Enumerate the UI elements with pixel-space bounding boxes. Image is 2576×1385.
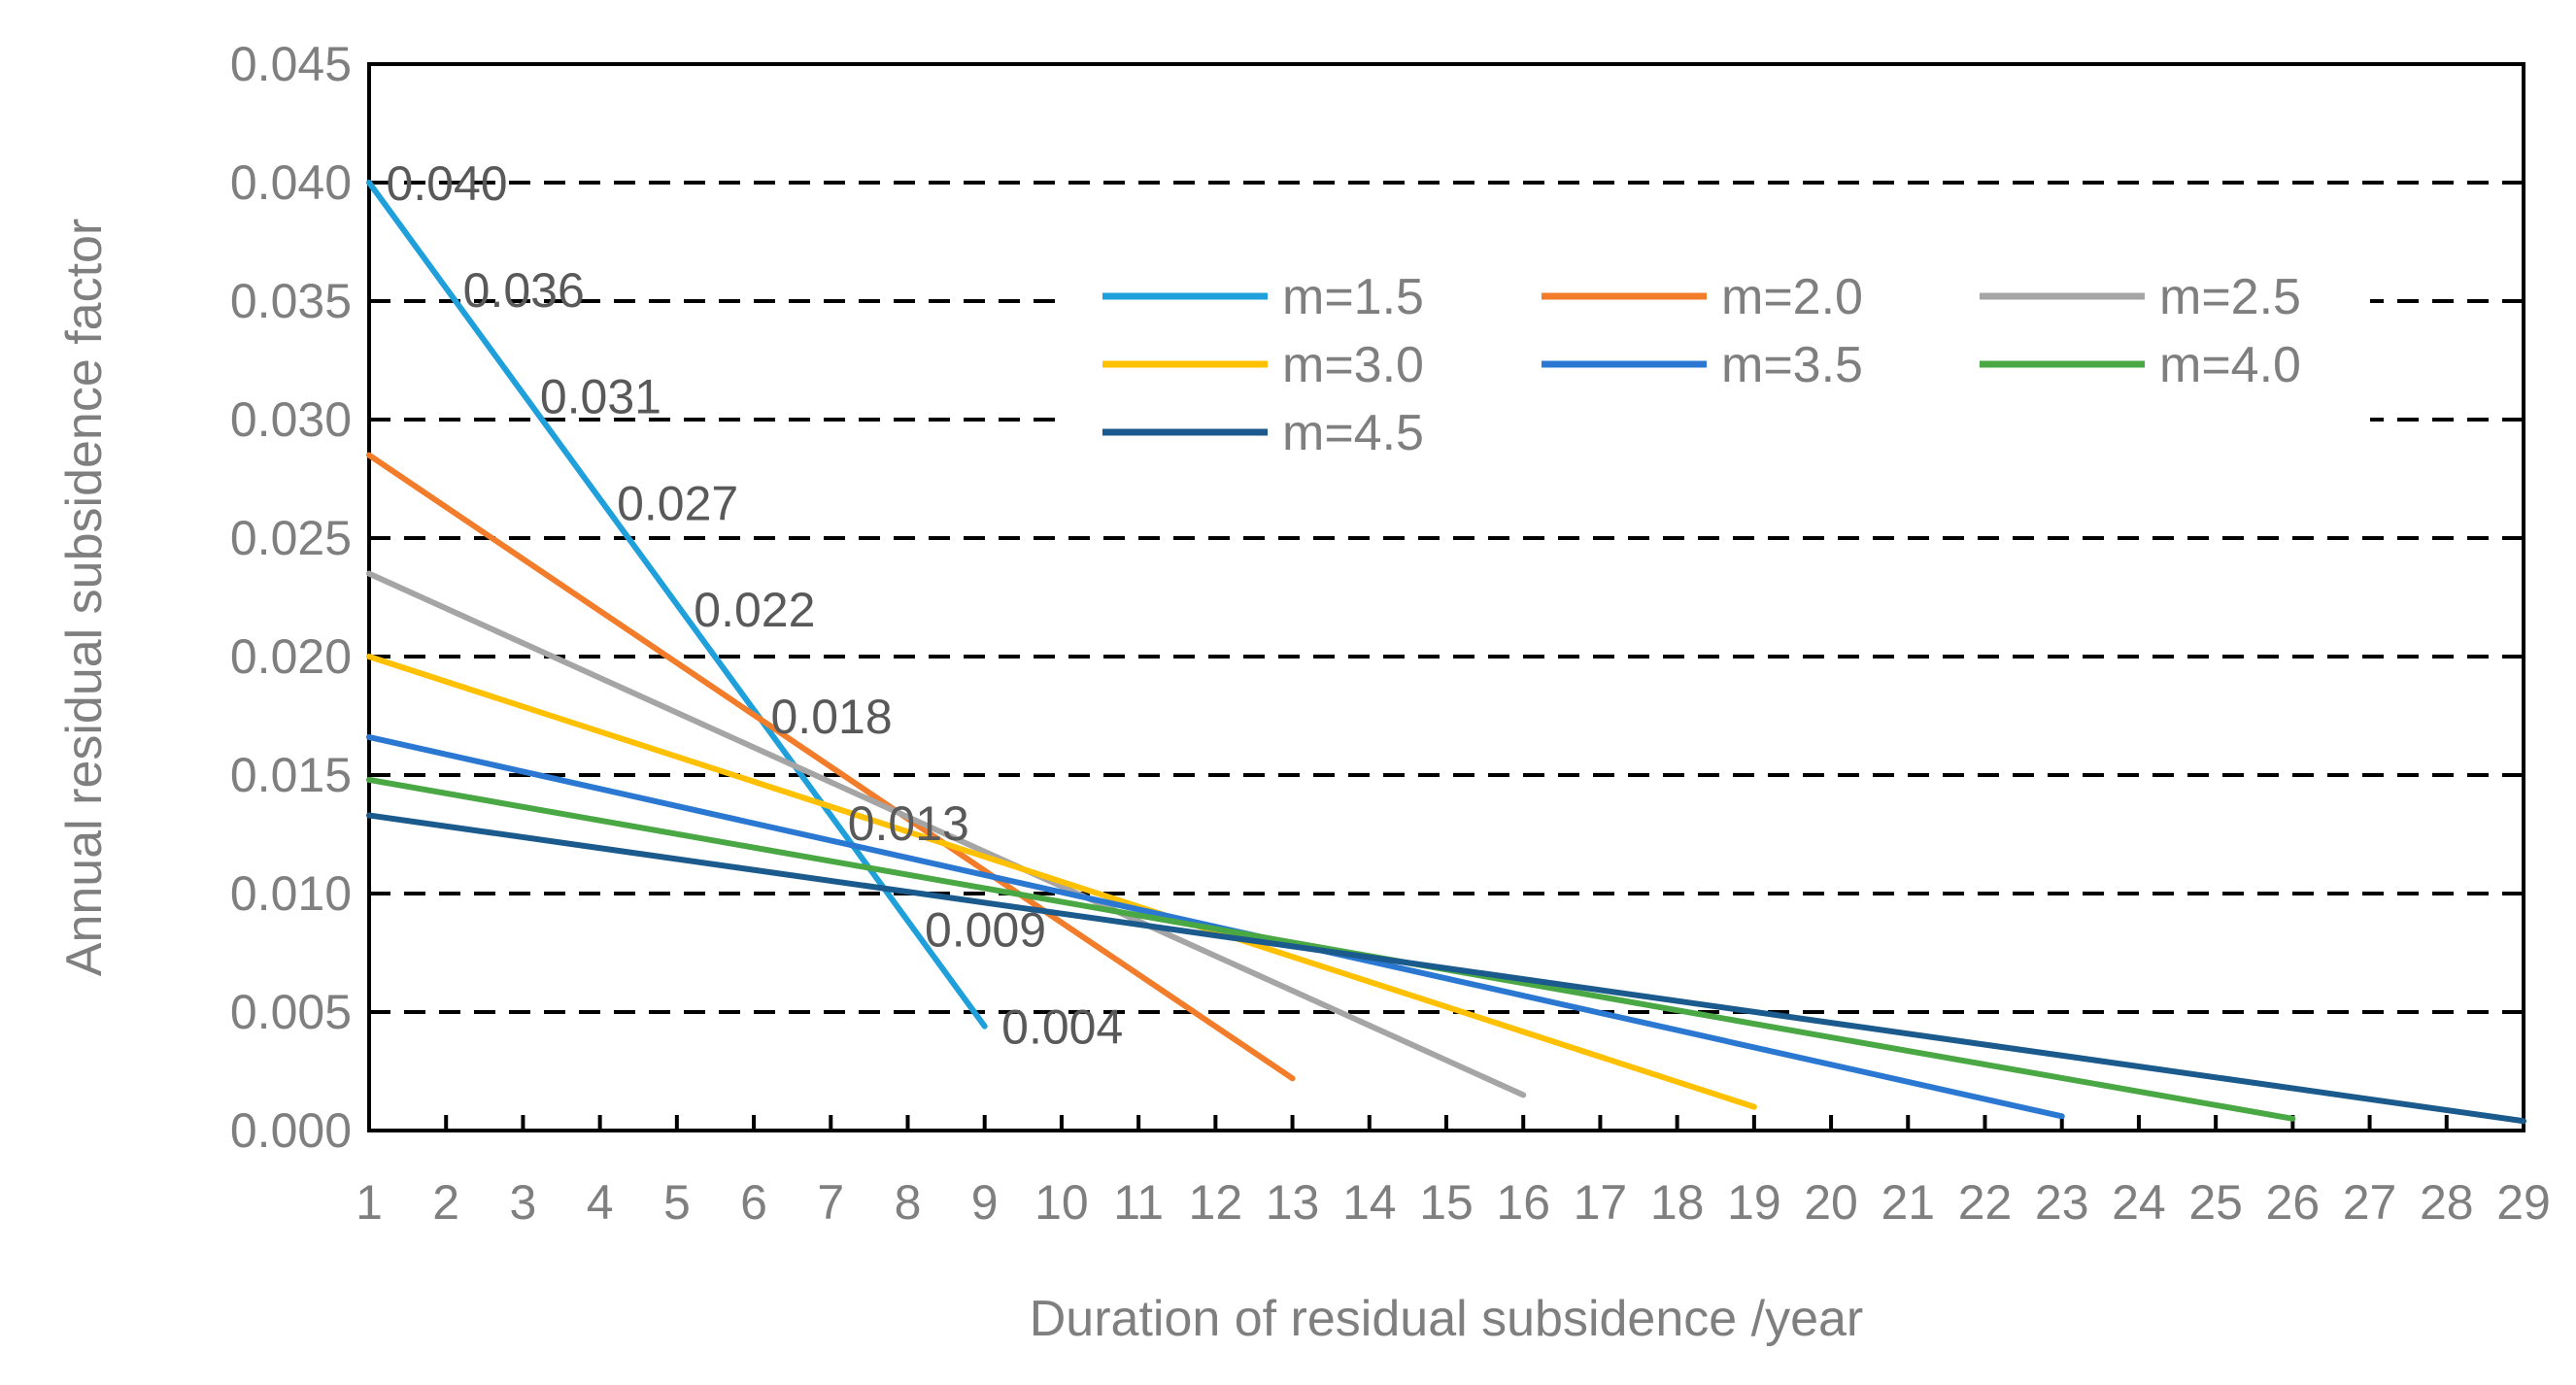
series-lines	[366, 180, 2526, 1125]
x-axis-title: Duration of residual subsidence /year	[1030, 1291, 1863, 1347]
x-tick-label: 9	[971, 1175, 999, 1230]
x-tick-label: 28	[2420, 1175, 2474, 1230]
y-axis: 0.000 0.005 0.010 0.015 0.020 0.025 0.030 0.035…	[230, 37, 352, 1158]
series-line-m=1.5	[366, 180, 988, 1030]
y-tick-label: 0.020	[230, 629, 352, 684]
x-tick-label: 1	[356, 1175, 383, 1230]
y-axis-title: Annual residual subsidence factor	[56, 219, 113, 976]
x-tick-label: 17	[1574, 1175, 1628, 1230]
x-tick-label: 11	[1113, 1175, 1164, 1230]
x-tick-label: 29	[2496, 1175, 2551, 1230]
data-label: 0.036	[463, 263, 585, 318]
series-line-m=4.5	[366, 812, 2526, 1125]
legend-entry-label: m=3.5	[1721, 337, 1863, 393]
y-tick-label: 0.005	[230, 985, 352, 1039]
y-tick-label: 0.000	[230, 1103, 352, 1158]
legend: m=1.5 m=2.0 m=2.5 m=3.0 m=3.5 m=4.0 m=4.5	[1059, 248, 2370, 481]
y-tick-label: 0.015	[230, 748, 352, 802]
series-line-m=3.0	[366, 654, 1757, 1110]
x-tick-label: 6	[740, 1175, 767, 1230]
data-label: 0.009	[925, 903, 1046, 958]
y-tick-label: 0.030	[230, 392, 352, 447]
legend-entry-label: m=4.5	[1282, 405, 1424, 461]
x-tick-label: 23	[2035, 1175, 2089, 1230]
x-tick-label: 19	[1727, 1175, 1781, 1230]
x-tick-label: 10	[1034, 1175, 1089, 1230]
data-label: 0.013	[848, 796, 969, 851]
x-tick-label: 5	[663, 1175, 691, 1230]
data-label: 0.022	[694, 583, 815, 637]
legend-entry-label: m=2.5	[2159, 269, 2301, 325]
data-label: 0.018	[771, 690, 893, 744]
x-tick-label: 2	[432, 1175, 459, 1230]
x-tick-label: 18	[1650, 1175, 1705, 1230]
legend-background	[1059, 248, 2370, 481]
x-tick-label: 12	[1189, 1175, 1243, 1230]
y-tick-label: 0.045	[230, 37, 352, 91]
y-tick-label: 0.010	[230, 866, 352, 921]
x-tick-label: 21	[1881, 1175, 1935, 1230]
x-tick-label: 26	[2266, 1175, 2321, 1230]
legend-entry-label: m=3.0	[1282, 337, 1424, 393]
x-tick-label: 7	[817, 1175, 844, 1230]
series-line-m=2.5	[366, 570, 1527, 1098]
data-labels: 0.040 0.036 0.031 0.027 0.022 0.018 0.013 0.009…	[386, 156, 1123, 1055]
x-tick-label: 16	[1496, 1175, 1550, 1230]
legend-entry-label: m=2.0	[1721, 269, 1863, 325]
data-label: 0.040	[386, 156, 507, 211]
data-label: 0.027	[617, 476, 738, 530]
legend-entry-label: m=1.5	[1282, 269, 1424, 325]
x-tick-label: 8	[895, 1175, 922, 1230]
x-tick-label: 3	[510, 1175, 537, 1230]
x-tick-label: 22	[1958, 1175, 2013, 1230]
x-tick-label: 20	[1804, 1175, 1858, 1230]
x-tick-label: 15	[1419, 1175, 1474, 1230]
y-tick-label: 0.040	[230, 155, 352, 210]
data-label: 0.004	[1001, 1000, 1123, 1055]
x-tick-label: 25	[2188, 1175, 2243, 1230]
y-tick-label: 0.025	[230, 511, 352, 565]
x-tick-label: 13	[1266, 1175, 1320, 1230]
y-tick-label: 0.035	[230, 274, 352, 328]
x-tick-label: 4	[587, 1175, 614, 1230]
data-label: 0.031	[540, 370, 661, 424]
x-tick-label: 27	[2343, 1175, 2397, 1230]
x-tick-label: 14	[1342, 1175, 1397, 1230]
x-tick-label: 24	[2112, 1175, 2166, 1230]
legend-entry-label: m=4.0	[2159, 337, 2301, 393]
series-line-m=2.0	[366, 452, 1296, 1082]
